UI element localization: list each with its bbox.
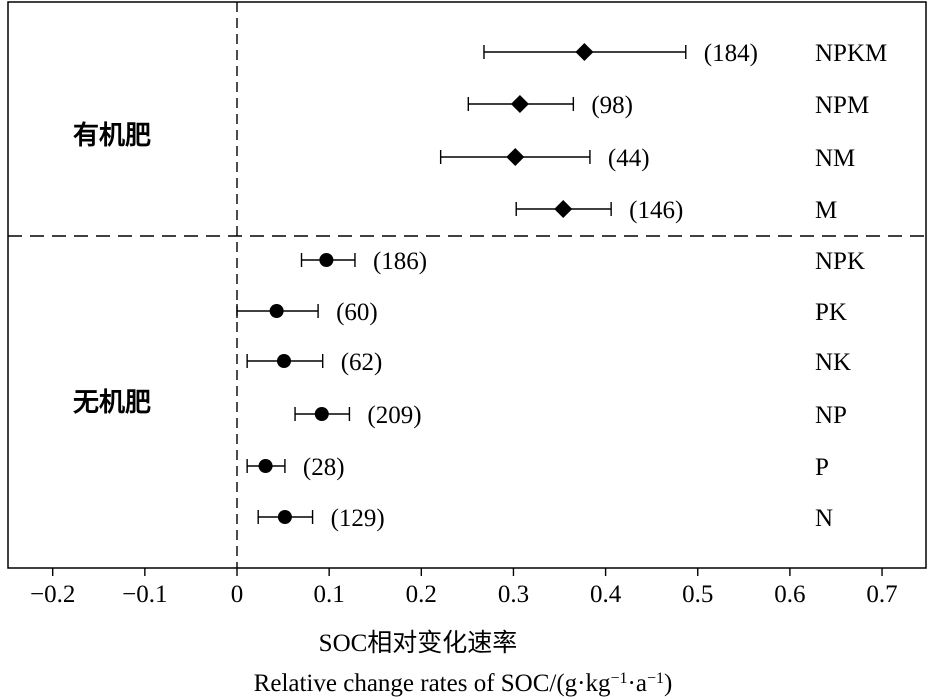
sample-size-label: (184) <box>704 40 758 67</box>
data-row: (184) NPKM <box>483 40 887 67</box>
x-tick-label: −0.2 <box>30 581 75 608</box>
sample-size-label: (146) <box>629 197 683 224</box>
treatment-label: M <box>815 197 837 224</box>
treatment-label: N <box>815 505 833 532</box>
x-axis-title-main: Relative change rates of SOC/(g·kg <box>254 670 611 697</box>
sample-size-label: (98) <box>591 92 633 119</box>
x-tick-label: 0.6 <box>774 581 805 608</box>
circle-point <box>276 354 291 368</box>
sample-size-label: (60) <box>336 299 378 326</box>
circle-point <box>269 304 284 318</box>
x-axis-title-exp1: −1 <box>611 670 628 687</box>
data-rows: (184) NPKM(98) NPM(44) NM(146) M(186) NPK(60)… <box>236 40 887 532</box>
treatment-label: NM <box>815 145 855 172</box>
treatment-label: NP <box>815 402 847 429</box>
x-axis-title-line2: Relative change rates of SOC/(g·kg−1·a−1… <box>254 670 673 698</box>
data-row: (62) NK <box>246 349 851 376</box>
x-axis: −0.2 −0.1 0 0.1 0.2 0.3 0.4 0.5 0.6 0.7 <box>30 568 898 608</box>
circle-point <box>258 459 273 473</box>
data-row: (44) NM <box>439 145 855 172</box>
x-tick-label: 0.1 <box>314 581 345 608</box>
treatment-label: NPK <box>815 248 865 275</box>
x-tick-label: 0.2 <box>406 581 437 608</box>
circle-point <box>314 407 329 421</box>
circle-point <box>277 510 292 524</box>
x-axis-title: SOC相对变化速率 Relative change rates of SOC/(… <box>254 629 673 697</box>
x-axis-title-mid: ·a <box>628 670 647 697</box>
treatment-label: NK <box>815 349 851 376</box>
data-row: (146) M <box>515 197 837 224</box>
x-axis-title-exp2: −1 <box>647 670 664 687</box>
treatment-label: PK <box>815 299 847 326</box>
sample-size-label: (186) <box>373 248 427 275</box>
x-axis-title-line1: SOC相对变化速率 <box>319 629 518 657</box>
x-tick-label: 0.3 <box>498 581 529 608</box>
x-tick-label: −0.1 <box>122 581 167 608</box>
diamond-point <box>506 148 525 166</box>
diamond-point <box>510 95 529 113</box>
sample-size-label: (209) <box>367 402 421 429</box>
data-row: (209) NP <box>294 402 847 429</box>
x-tick-label: 0 <box>231 581 244 608</box>
sample-size-label: (28) <box>303 454 345 481</box>
sample-size-label: (129) <box>331 505 385 532</box>
data-row: (98) NPM <box>467 92 869 119</box>
plot-frame <box>7 1 927 569</box>
x-tick-label: 0.4 <box>590 581 622 608</box>
group-label: 有机肥 <box>73 121 151 151</box>
data-row: (28) P <box>246 454 829 481</box>
data-row: (129) N <box>257 505 833 532</box>
x-tick-label: 0.7 <box>866 581 897 608</box>
diamond-point <box>575 43 594 61</box>
sample-size-label: (62) <box>341 349 383 376</box>
treatment-label: P <box>815 454 829 481</box>
circle-point <box>319 253 334 267</box>
treatment-label: NPM <box>815 92 869 119</box>
group-label: 无机肥 <box>73 388 151 418</box>
treatment-label: NPKM <box>815 40 887 67</box>
diamond-point <box>554 200 573 218</box>
x-axis-title-end: ) <box>664 670 672 697</box>
x-tick-label: 0.5 <box>682 581 713 608</box>
data-row: (60) PK <box>236 299 847 326</box>
sample-size-label: (44) <box>608 145 650 172</box>
data-row: (186) NPK <box>300 248 865 275</box>
